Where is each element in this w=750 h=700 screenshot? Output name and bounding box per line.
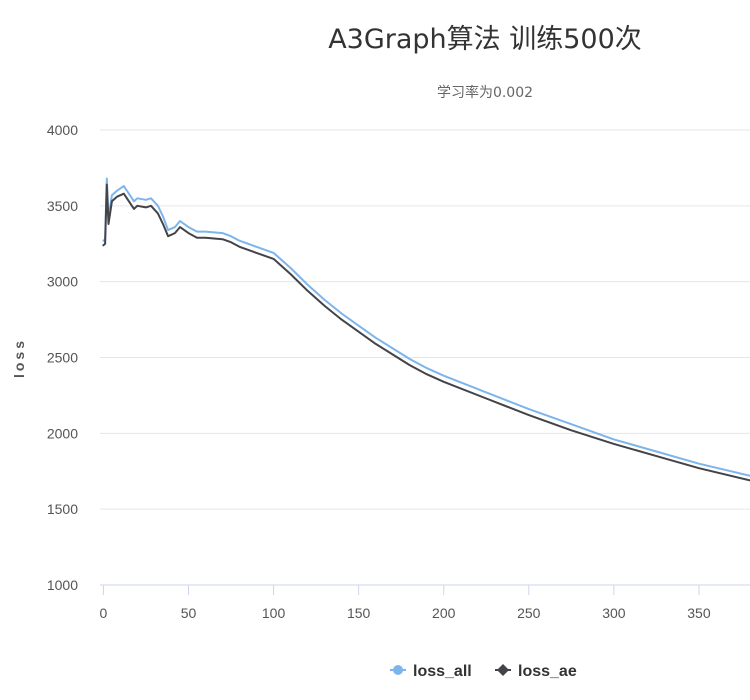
legend-item-loss-ae[interactable]: loss_ae — [495, 663, 577, 680]
x-tick-label: 50 — [181, 605, 197, 621]
x-tick-label: 150 — [347, 605, 371, 621]
series-lines — [102, 177, 750, 482]
y-tick-label: 3000 — [47, 274, 78, 290]
grid-lines — [100, 129, 750, 586]
x-tick-label: 250 — [517, 605, 541, 621]
x-tick-label: 200 — [432, 605, 456, 621]
series-line-loss-all[interactable] — [102, 177, 750, 477]
chart-subtitle: 学习率为0.002 — [437, 84, 533, 101]
axes: 1000 1500 2000 2500 3000 3500 4000 0 50 100 150 200… — [47, 122, 750, 621]
y-tick-label: 4000 — [47, 122, 78, 138]
x-tick-label: 0 — [100, 605, 108, 621]
legend-item-loss-all[interactable]: loss_all — [390, 663, 472, 680]
y-tick-label: 1000 — [47, 577, 78, 593]
series-line-loss-ae[interactable] — [102, 183, 750, 482]
y-tick-label: 2500 — [47, 350, 78, 366]
y-tick-label: 3500 — [47, 198, 78, 214]
legend-label: loss_ae — [518, 663, 577, 680]
x-tick-label: 100 — [262, 605, 286, 621]
circle-marker-icon — [393, 665, 403, 675]
diamond-marker-icon — [497, 664, 509, 676]
y-axis-label: loss — [11, 338, 27, 378]
y-tick-label: 2000 — [47, 425, 78, 441]
x-tick-label: 350 — [687, 605, 711, 621]
y-tick-label: 1500 — [47, 501, 78, 517]
x-tick-label: 300 — [602, 605, 626, 621]
chart-title: A3Graph算法 训练500次 — [328, 24, 642, 55]
legend[interactable]: loss_all loss_ae — [390, 663, 577, 680]
legend-label: loss_all — [413, 663, 472, 680]
